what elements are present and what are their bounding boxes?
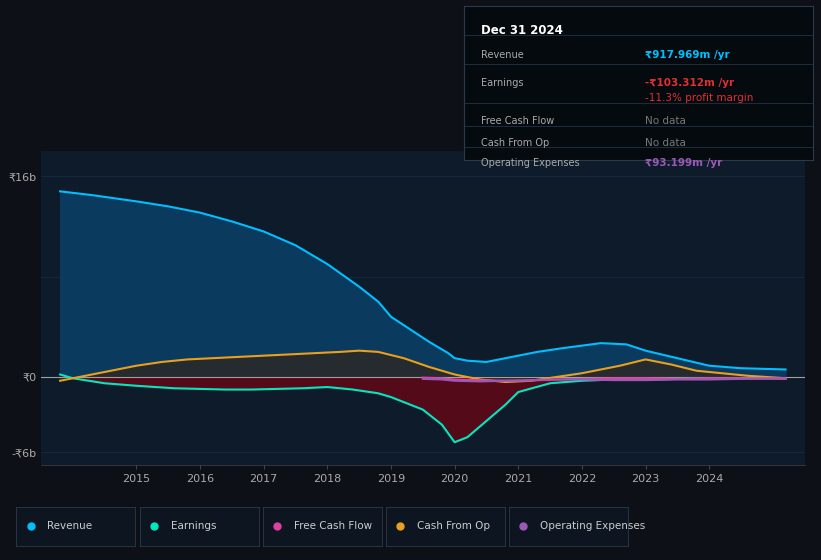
Text: Operating Expenses: Operating Expenses <box>540 521 645 531</box>
Text: ₹93.199m /yr: ₹93.199m /yr <box>645 158 722 168</box>
Text: Operating Expenses: Operating Expenses <box>481 158 580 168</box>
Text: -₹103.312m /yr: -₹103.312m /yr <box>645 78 735 88</box>
Text: ₹917.969m /yr: ₹917.969m /yr <box>645 50 730 60</box>
Text: Cash From Op: Cash From Op <box>481 138 549 148</box>
Text: Earnings: Earnings <box>171 521 216 531</box>
Text: -11.3% profit margin: -11.3% profit margin <box>645 94 754 104</box>
Text: No data: No data <box>645 116 686 127</box>
Text: Revenue: Revenue <box>481 50 524 60</box>
Text: Revenue: Revenue <box>48 521 93 531</box>
Text: No data: No data <box>645 138 686 148</box>
Text: Free Cash Flow: Free Cash Flow <box>294 521 372 531</box>
Text: Cash From Op: Cash From Op <box>417 521 490 531</box>
Text: Free Cash Flow: Free Cash Flow <box>481 116 554 127</box>
Text: Dec 31 2024: Dec 31 2024 <box>481 24 563 37</box>
Text: Earnings: Earnings <box>481 78 524 88</box>
